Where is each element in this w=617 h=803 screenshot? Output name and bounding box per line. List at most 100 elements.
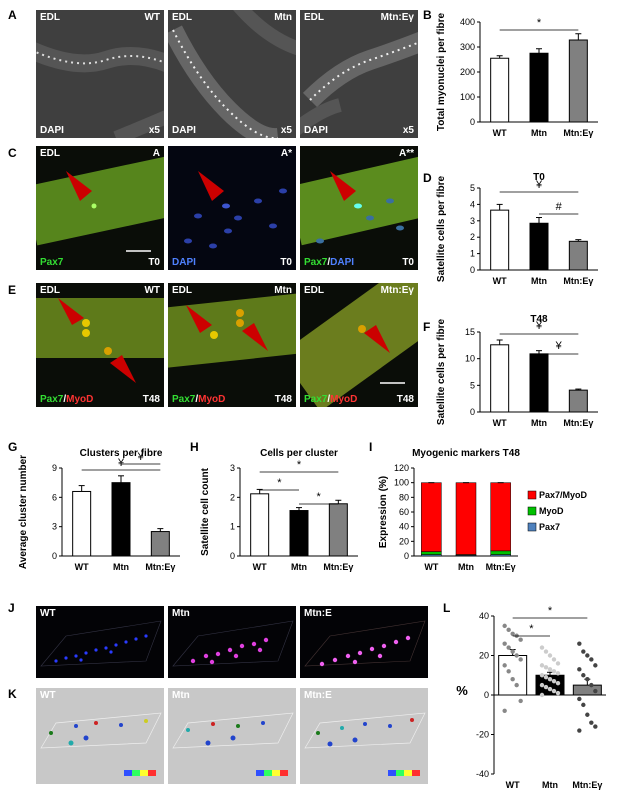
image-label-bl: DAPI (172, 125, 196, 136)
x-tick-label: WT (75, 562, 89, 572)
chart-title: Myogenic markers T48 (412, 448, 520, 459)
image-label-bl: DAPI (304, 125, 328, 136)
data-point (502, 641, 507, 646)
image-label-br: T48 (142, 394, 160, 405)
reconstruction-graphic (40, 712, 162, 776)
x-tick-label: Mtn:Eγ (563, 418, 593, 428)
image-e-mtn-eg: EDL Mtn:Eγ Pax7/MyoD T48 (300, 283, 418, 407)
chart-i: Myogenic markers T48 Expression (%) 0 20 40 6… (378, 448, 588, 572)
chart-l: % -40 -20 0 20 40 WT Mtn Mtn:Eγ * * (456, 605, 606, 790)
image-label-tl: Mtn:E (304, 608, 332, 619)
image-label-tl: Mtn (172, 690, 190, 701)
x-tick-label: WT (493, 128, 507, 138)
panel-letter-l: L (443, 601, 451, 615)
legend-slash: / (327, 257, 331, 268)
data-point (585, 677, 590, 682)
data-point (539, 673, 545, 678)
data-point (547, 667, 553, 672)
y-axis-label: Average cluster number (18, 455, 29, 569)
y-axis-label: Satellite cells per fibre (436, 318, 447, 425)
data-point (555, 661, 561, 666)
image-label-tr: WT (144, 285, 160, 296)
x-tick-label: WT (493, 418, 507, 428)
y-tick-label: 4 (470, 199, 475, 209)
chart-g: Clusters per fibre Average cluster number… (18, 448, 180, 572)
legend-dapi: DAPI (330, 257, 355, 268)
y-tick-label: -20 (476, 730, 489, 740)
image-k-mtn-e: Mtn:E (300, 688, 428, 784)
image-label-tl: EDL (40, 12, 60, 23)
data-point (539, 663, 545, 668)
data-point (589, 657, 594, 662)
image-label-tl: WT (40, 608, 56, 619)
y-tick-label: 60 (399, 507, 409, 517)
image-label-br: T48 (274, 394, 292, 405)
significance-label: * (548, 605, 553, 617)
image-label-tl: Mtn:E (304, 690, 332, 701)
data-point (555, 680, 561, 686)
bar (529, 222, 549, 271)
data-point (589, 720, 594, 725)
arrow-icon (66, 171, 92, 201)
image-label-tr: Mtn (274, 285, 292, 296)
fibre-graphic (36, 298, 164, 383)
panel-letter-f: F (423, 320, 431, 334)
y-tick-label: 80 (399, 492, 409, 502)
data-point (518, 637, 523, 642)
image-a-mtn-eg: EDL Mtn:Eγ DAPI x5 (300, 10, 418, 138)
x-tick-label: Mtn (531, 418, 547, 428)
y-tick-label: 100 (394, 478, 409, 488)
data-point (502, 708, 507, 713)
panel-letter-a: A (8, 8, 17, 22)
y-tick-label: 3 (52, 522, 57, 532)
y-tick-label: 100 (460, 92, 475, 102)
bar-segment (421, 482, 442, 552)
fibre-graphic (168, 293, 296, 368)
image-e-wt: EDL WT Pax7/MyoD T48 (36, 283, 164, 407)
image-label-bl: Pax7/DAPI (304, 257, 354, 268)
legend-slash: / (63, 394, 67, 405)
data-point (539, 682, 545, 688)
panel-letter-k: K (8, 687, 17, 701)
data-point (589, 682, 594, 688)
image-label-bl: Pax7 (40, 257, 64, 268)
image-label-tl: EDL (304, 12, 324, 23)
x-tick-label: Mtn:Eγ (563, 128, 593, 138)
legend-label: Pax7/MyoD (539, 490, 588, 500)
data-point (547, 677, 553, 682)
reconstruction-graphic (304, 620, 426, 667)
y-tick-label: 9 (52, 463, 57, 473)
fibre-graphic (36, 156, 164, 252)
data-point (502, 663, 507, 668)
image-j-mtn-e: Mtn:E (300, 606, 428, 678)
image-label-tl: Mtn (172, 608, 190, 619)
image-label-tr: Mtn:Eγ (380, 285, 414, 296)
y-tick-label: 0 (470, 117, 475, 127)
bar (150, 531, 170, 557)
image-label-tr: Mtn:Eγ (380, 12, 414, 23)
data-point (581, 702, 586, 708)
arrow-icon (330, 171, 356, 201)
image-label-bl: Pax7/MyoD (172, 394, 225, 405)
x-tick-label: WT (424, 562, 438, 572)
y-axis-label: % (456, 683, 468, 698)
data-point (577, 728, 582, 733)
data-point (555, 690, 561, 696)
significance-label: ¥ (555, 340, 563, 352)
x-tick-label: Mtn (531, 276, 547, 286)
arrow-icon (364, 325, 390, 353)
arrow-icon (186, 305, 212, 333)
data-point (506, 645, 511, 650)
significance-label: * (277, 477, 282, 489)
bar (490, 344, 510, 413)
data-point (551, 657, 557, 662)
legend-myod: MyoD (198, 394, 226, 405)
bar (490, 57, 510, 123)
image-label-tl: EDL (304, 285, 324, 296)
y-tick-label: 40 (479, 611, 489, 621)
image-label-tl: EDL (40, 148, 60, 159)
legend-pax7: Pax7 (304, 257, 328, 268)
image-label-bl: DAPI (172, 257, 196, 268)
x-tick-label: Mtn:Eγ (323, 562, 353, 572)
reconstruction-graphic (172, 712, 294, 776)
